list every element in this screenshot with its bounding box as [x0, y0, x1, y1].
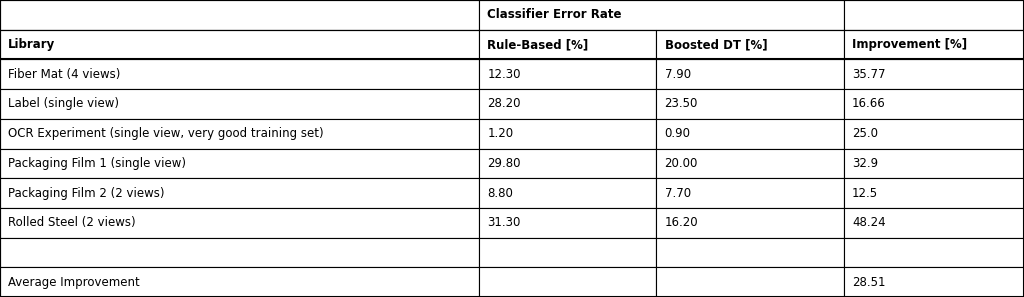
Bar [656, 238, 844, 267]
Text: 7.70: 7.70 [665, 187, 691, 200]
Text: 16.66: 16.66 [852, 97, 886, 110]
Text: Rolled Steel (2 views): Rolled Steel (2 views) [8, 216, 136, 229]
Text: 32.9: 32.9 [852, 157, 879, 170]
Bar [844, 59, 1024, 89]
Bar [844, 238, 1024, 267]
Bar [0, 89, 479, 119]
Bar [479, 0, 844, 30]
Bar [656, 178, 844, 208]
Text: Boosted DT [%]: Boosted DT [%] [665, 38, 767, 51]
Text: 1.20: 1.20 [487, 127, 514, 140]
Bar [0, 30, 479, 59]
Bar [479, 148, 656, 178]
Bar [0, 59, 479, 89]
Bar [479, 89, 656, 119]
Bar [656, 30, 844, 59]
Text: Improvement [%]: Improvement [%] [852, 38, 967, 51]
Text: Rule-Based [%]: Rule-Based [%] [487, 38, 589, 51]
Bar [0, 238, 479, 267]
Bar [844, 267, 1024, 297]
Bar [844, 148, 1024, 178]
Bar [844, 178, 1024, 208]
Text: Packaging Film 1 (single view): Packaging Film 1 (single view) [8, 157, 186, 170]
Text: 28.20: 28.20 [487, 97, 521, 110]
Bar [0, 208, 479, 238]
Bar [0, 178, 479, 208]
Bar [479, 208, 656, 238]
Text: Classifier Error Rate: Classifier Error Rate [487, 8, 622, 21]
Text: 25.0: 25.0 [852, 127, 878, 140]
Bar [656, 267, 844, 297]
Bar [479, 267, 656, 297]
Bar [844, 30, 1024, 59]
Text: 7.90: 7.90 [665, 68, 691, 81]
Text: 35.77: 35.77 [852, 68, 886, 81]
Text: 28.51: 28.51 [852, 276, 886, 289]
Bar [656, 89, 844, 119]
Text: Packaging Film 2 (2 views): Packaging Film 2 (2 views) [8, 187, 165, 200]
Bar [479, 178, 656, 208]
Text: 48.24: 48.24 [852, 216, 886, 229]
Bar [0, 119, 479, 148]
Bar [479, 30, 656, 59]
Text: Label (single view): Label (single view) [8, 97, 119, 110]
Bar [656, 119, 844, 148]
Text: 29.80: 29.80 [487, 157, 521, 170]
Bar [0, 148, 479, 178]
Text: Average Improvement: Average Improvement [8, 276, 140, 289]
Text: 0.90: 0.90 [665, 127, 690, 140]
Text: Fiber Mat (4 views): Fiber Mat (4 views) [8, 68, 121, 81]
Bar [844, 208, 1024, 238]
Text: 20.00: 20.00 [665, 157, 698, 170]
Bar [844, 89, 1024, 119]
Bar [479, 119, 656, 148]
Text: Library: Library [8, 38, 55, 51]
Bar [844, 0, 1024, 30]
Text: 8.80: 8.80 [487, 187, 513, 200]
Bar [656, 208, 844, 238]
Bar [479, 59, 656, 89]
Text: 16.20: 16.20 [665, 216, 698, 229]
Bar [656, 148, 844, 178]
Text: 12.30: 12.30 [487, 68, 521, 81]
Text: 31.30: 31.30 [487, 216, 521, 229]
Bar [844, 119, 1024, 148]
Text: OCR Experiment (single view, very good training set): OCR Experiment (single view, very good t… [8, 127, 324, 140]
Text: 23.50: 23.50 [665, 97, 698, 110]
Bar [0, 267, 479, 297]
Bar [0, 0, 479, 30]
Bar [656, 59, 844, 89]
Bar [479, 238, 656, 267]
Text: 12.5: 12.5 [852, 187, 879, 200]
